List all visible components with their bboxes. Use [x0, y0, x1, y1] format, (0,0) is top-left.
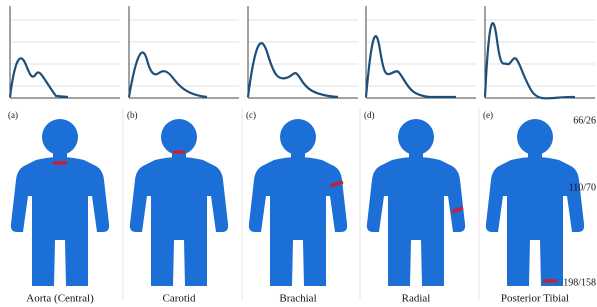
- figure: (a) Aorta (Central) (b) Carotid (c) Brachial (…: [0, 0, 597, 307]
- site-name: Aorta (Central): [26, 293, 94, 305]
- panel-letter: (d): [364, 110, 375, 120]
- pressure-label: 110/70: [569, 182, 596, 193]
- site-name: Radial: [402, 293, 431, 305]
- site-name: Carotid: [163, 293, 196, 305]
- panel-letter: (b): [127, 110, 138, 120]
- panel-letter: (c): [246, 110, 256, 120]
- panel-letter: (a): [8, 110, 18, 120]
- pressure-label: 198/158: [563, 277, 596, 288]
- site-name: Brachial: [279, 293, 316, 305]
- panel-letter: (e): [483, 110, 493, 120]
- site-name: Posterior Tibial: [501, 293, 569, 305]
- pressure-label: 66/26: [573, 115, 596, 126]
